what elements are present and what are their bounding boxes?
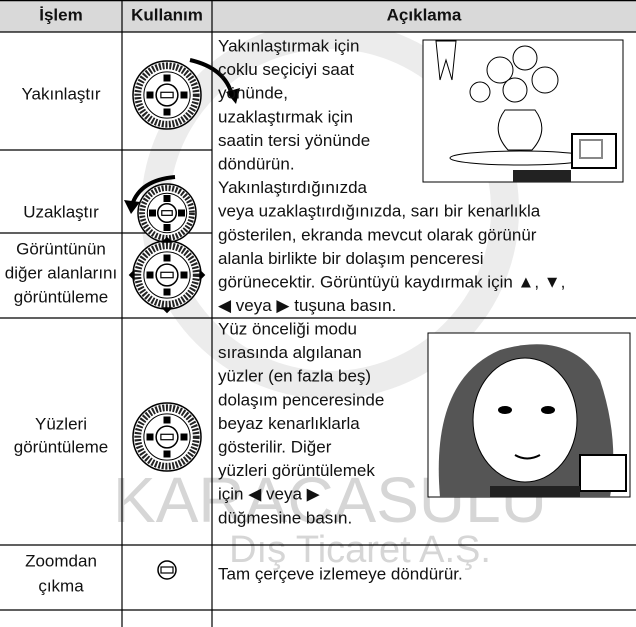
dial-symbol <box>146 271 154 279</box>
description-line: yüzler (en fazla beş) <box>218 367 371 386</box>
ok-glyph <box>160 433 174 441</box>
multi-selector-icon <box>132 402 202 472</box>
dial-symbol <box>163 288 171 296</box>
description-line: ◀ veya ▶ tuşuna basın. <box>218 296 396 315</box>
action-label: Yüzleri <box>35 414 87 433</box>
nav-frame <box>579 139 603 159</box>
nav-window <box>579 454 627 492</box>
description-line: çoklu seçiciyi saat <box>218 60 354 79</box>
illustration-faces <box>427 332 631 498</box>
direction-arrow <box>161 236 173 243</box>
header-bg <box>0 0 636 32</box>
ok-glyph <box>160 271 174 279</box>
status-bar <box>490 486 580 497</box>
mouth <box>514 454 541 460</box>
flower <box>512 45 538 71</box>
ok-button <box>155 263 179 287</box>
ok-glyph <box>160 566 174 574</box>
dial-symbol <box>146 91 154 99</box>
curtain <box>435 40 457 81</box>
arrow-head <box>124 200 140 214</box>
dial-symbol <box>180 271 188 279</box>
ok-outline <box>157 560 177 580</box>
description-line: alanla birlikte bir dolaşım penceresi <box>218 249 484 268</box>
rotate-arrow <box>130 175 176 206</box>
ok-button <box>155 83 179 107</box>
action-label: görüntüleme <box>14 437 109 456</box>
description-line: döndürün. <box>218 154 295 173</box>
description-line: gösterilen, ekranda mevcut olarak görünü… <box>218 225 537 244</box>
action-label: diğer alanlarını <box>5 263 117 282</box>
description-line: beyaz kenarlıklarla <box>218 414 360 433</box>
description-line: dolaşım penceresinde <box>218 390 384 409</box>
description-line: saatin tersi yönünde <box>218 131 370 150</box>
dial-symbol <box>163 224 171 231</box>
arrow-head <box>226 88 240 104</box>
action-label: görüntüleme <box>14 287 109 306</box>
header-cell: İşlem <box>39 5 82 24</box>
description-line: sırasında algılanan <box>218 343 362 362</box>
status-bar <box>513 170 571 182</box>
action-label: Görüntünün <box>16 239 106 258</box>
dial-symbol <box>163 74 171 82</box>
ok-icon <box>157 560 177 580</box>
flower <box>486 56 514 84</box>
description-line: uzaklaştırmak için <box>218 107 353 126</box>
rotate-arrow <box>189 58 234 96</box>
flower <box>502 77 528 103</box>
description-line: düğmesine basın. <box>218 508 352 527</box>
dial-symbol <box>180 433 188 441</box>
description-line: için ◀ veya ▶ <box>218 485 321 504</box>
header-cell: Kullanım <box>131 5 203 24</box>
eye <box>498 406 512 414</box>
header-cell: Açıklama <box>387 5 462 24</box>
dial-symbol <box>178 209 185 217</box>
dial-symbol <box>163 254 171 262</box>
direction-arrow <box>128 269 135 281</box>
description-line: yüzleri görüntülemek <box>218 461 375 480</box>
flower <box>531 66 559 94</box>
dial-ring <box>134 62 200 128</box>
description-line: gösterilir. Diğer <box>218 437 332 456</box>
flowers <box>469 45 559 103</box>
action-label: çıkma <box>38 576 84 595</box>
illustration-zoom <box>422 39 624 183</box>
ok-glyph <box>161 210 173 216</box>
dial-symbol <box>163 416 171 424</box>
dial-ring <box>134 404 200 470</box>
description-line: Tam çerçeve izlemeye döndürür. <box>218 564 463 583</box>
description-line: yönünde, <box>218 84 288 103</box>
dial-symbol <box>146 433 154 441</box>
eye <box>541 406 555 414</box>
description-line: görünecektir. Görüntüyü kaydırmak için ▲… <box>218 272 565 291</box>
flower <box>469 81 491 103</box>
dial-symbol <box>163 108 171 116</box>
direction-arrow <box>161 307 173 314</box>
action-label: Uzaklaştır <box>23 202 99 221</box>
dial-symbol <box>180 91 188 99</box>
direction-arrow <box>199 269 206 281</box>
face <box>472 357 578 483</box>
dial-symbol <box>163 195 171 202</box>
table <box>449 150 591 166</box>
ok-button <box>155 425 179 449</box>
multi-selector-icon <box>137 183 197 243</box>
multi-selector-icon <box>132 60 202 130</box>
action-label: Yakınlaştır <box>21 84 100 103</box>
dial-ring <box>134 242 200 308</box>
ok-button <box>156 202 178 224</box>
vase <box>497 109 543 151</box>
description-line: veya uzaklaştırdığınızda, sarı bir kenar… <box>218 202 541 221</box>
ok-glyph <box>160 91 174 99</box>
description-line: Yüz önceliği modu <box>218 319 357 338</box>
dial-symbol <box>163 450 171 458</box>
dial-symbol <box>149 209 156 217</box>
watermark: Dış Ticaret A.Ş. <box>229 529 491 571</box>
description-line: Yakınlaştırmak için <box>218 36 359 55</box>
action-label: Zoomdan <box>25 551 97 570</box>
description-line: Yakınlaştırdığınızda <box>218 178 368 197</box>
multi-selector-icon <box>128 236 206 314</box>
